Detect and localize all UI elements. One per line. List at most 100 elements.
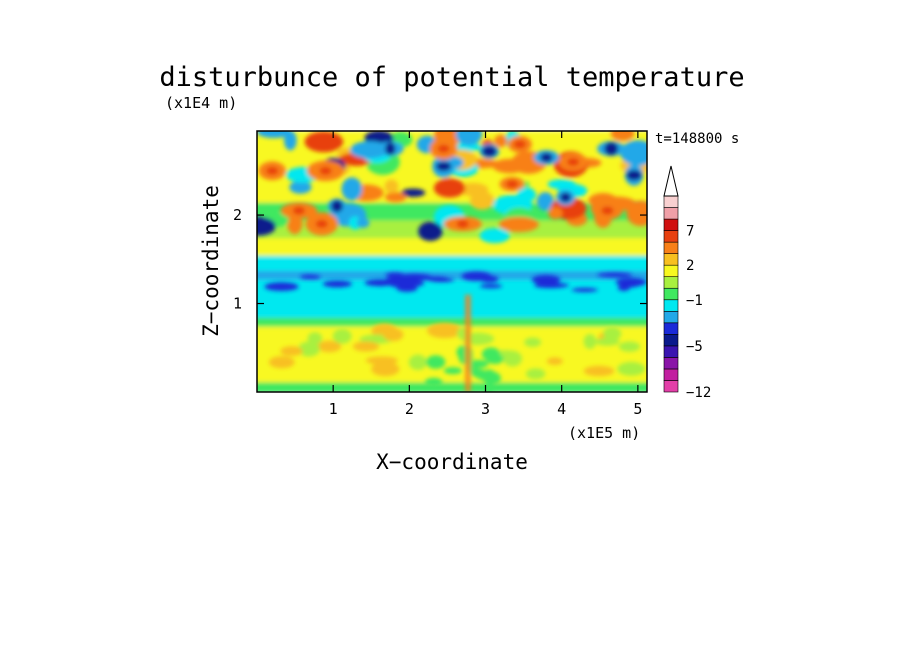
colorbar bbox=[663, 165, 679, 393]
contour-blob bbox=[317, 340, 342, 353]
time-label: t=148800 s bbox=[655, 131, 739, 147]
colorbar-swatch bbox=[663, 380, 679, 393]
contour-blob bbox=[498, 216, 539, 233]
contour-blob bbox=[364, 279, 396, 287]
y-tick-label: 1 bbox=[233, 295, 242, 313]
colorbar-tick-label: −5 bbox=[686, 339, 703, 355]
contour-band bbox=[257, 254, 647, 271]
contour-blob bbox=[626, 200, 647, 227]
colorbar-swatch bbox=[663, 322, 679, 335]
contour-blob bbox=[467, 275, 493, 280]
contour-blob bbox=[548, 207, 563, 220]
contour-blobs bbox=[257, 131, 647, 392]
contour-band bbox=[257, 278, 647, 309]
contour-blob bbox=[618, 341, 641, 352]
x-scale-label: (x1E5 m) bbox=[568, 424, 640, 442]
contour-band bbox=[257, 237, 647, 256]
contour-blob bbox=[315, 219, 328, 228]
contour-blob bbox=[524, 337, 542, 347]
chart-title: disturbunce of potential temperature bbox=[159, 62, 744, 93]
contour-blob bbox=[571, 287, 598, 293]
contour-blob bbox=[603, 326, 622, 341]
contour-blob bbox=[322, 280, 352, 288]
contour-blob bbox=[304, 131, 344, 153]
colorbar-swatch bbox=[663, 334, 679, 347]
contour-blob bbox=[494, 134, 508, 148]
contour-blob bbox=[583, 334, 597, 349]
x-tick-label: 4 bbox=[557, 400, 566, 418]
contour-blob bbox=[297, 341, 320, 357]
contour-blob bbox=[384, 179, 399, 194]
contour-blob bbox=[615, 277, 647, 287]
contour-blob bbox=[610, 131, 635, 141]
contour-blob bbox=[268, 356, 295, 369]
colorbar-swatch bbox=[663, 207, 679, 220]
colorbar-ticks: 7 2 −1 −5 −12 bbox=[686, 224, 711, 401]
plot-frame bbox=[256, 130, 648, 393]
contour-blob bbox=[390, 282, 404, 288]
contour-blob bbox=[456, 219, 469, 228]
contour-blob bbox=[257, 217, 276, 236]
x-tick-label: 3 bbox=[481, 400, 490, 418]
contour-blob bbox=[418, 221, 443, 242]
contour-blob bbox=[539, 282, 570, 288]
contour-blob bbox=[451, 142, 483, 152]
y-tick-label: 2 bbox=[233, 206, 242, 224]
contour-blob bbox=[331, 200, 343, 213]
colorbar-swatch bbox=[663, 345, 679, 358]
contour-blob bbox=[356, 217, 370, 228]
y-axis-label: Z−coordinate bbox=[199, 185, 223, 337]
contour-blob bbox=[257, 131, 292, 139]
contour-blob bbox=[525, 368, 546, 380]
contour-blob bbox=[513, 140, 526, 149]
contour-blob bbox=[536, 192, 555, 211]
colorbar-swatch bbox=[663, 310, 679, 324]
contour-blob bbox=[396, 285, 418, 292]
contour-blob bbox=[427, 322, 463, 339]
colorbar-swatch bbox=[663, 195, 679, 208]
contour-blob bbox=[626, 170, 642, 181]
contour-blob bbox=[492, 158, 527, 174]
contour-blob bbox=[426, 355, 446, 369]
contour-blob bbox=[604, 141, 619, 156]
contour-blob bbox=[516, 187, 537, 203]
contour-blob bbox=[424, 377, 443, 387]
contour-blob bbox=[436, 161, 452, 172]
contour-blob bbox=[481, 347, 501, 361]
colorbar-tick-label: 2 bbox=[686, 258, 694, 274]
contour-blob bbox=[628, 147, 647, 160]
colorbar-swatch bbox=[663, 287, 679, 301]
contour-blob bbox=[617, 284, 630, 291]
contour-blob bbox=[546, 357, 563, 366]
contour-blob bbox=[332, 328, 352, 344]
x-axis-label: X−coordinate bbox=[376, 450, 528, 474]
contour-blob bbox=[385, 142, 396, 156]
colorbar-swatch bbox=[663, 368, 679, 381]
contour-band bbox=[257, 269, 647, 280]
contour-blob bbox=[371, 361, 400, 377]
contour-blob bbox=[469, 191, 495, 210]
colorbar-swatch bbox=[663, 264, 679, 278]
colorbar-tick-label: −12 bbox=[686, 385, 711, 401]
contour-blob bbox=[601, 206, 614, 215]
x-tick-label: 2 bbox=[405, 400, 414, 418]
contour-blob bbox=[437, 144, 450, 153]
contour-blob bbox=[341, 177, 363, 201]
contour-blob bbox=[479, 228, 510, 244]
colorbar-tick-label: 7 bbox=[686, 224, 694, 240]
contour-band bbox=[257, 381, 647, 392]
contour-blob bbox=[531, 274, 561, 285]
colorbar-swatch bbox=[663, 230, 679, 243]
contour-blob bbox=[597, 272, 633, 278]
contour-blob bbox=[264, 282, 299, 292]
contour-blob bbox=[382, 328, 404, 342]
contour-blob bbox=[455, 131, 483, 146]
contour-blob bbox=[567, 157, 580, 166]
contour-blob bbox=[506, 180, 519, 189]
contour-blob bbox=[319, 166, 332, 175]
contour-blob bbox=[307, 332, 323, 345]
colorbar-swatch bbox=[663, 276, 679, 289]
contour-band bbox=[257, 316, 647, 327]
contour-blob bbox=[443, 367, 462, 375]
contour-blob bbox=[289, 180, 312, 194]
